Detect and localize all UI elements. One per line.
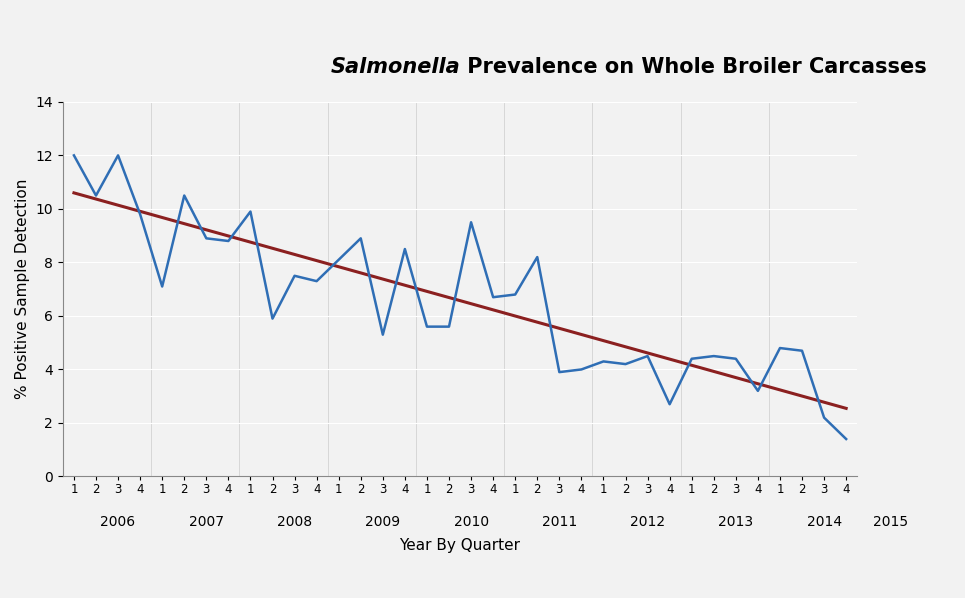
Text: 2015: 2015 [872, 515, 908, 529]
Text: 2012: 2012 [630, 515, 665, 529]
Text: 2010: 2010 [454, 515, 488, 529]
Text: 2008: 2008 [277, 515, 312, 529]
Text: 2007: 2007 [189, 515, 224, 529]
X-axis label: Year By Quarter: Year By Quarter [400, 538, 520, 553]
Y-axis label: % Positive Sample Detection: % Positive Sample Detection [15, 179, 30, 399]
Text: 2014: 2014 [807, 515, 841, 529]
Text: 2011: 2011 [541, 515, 577, 529]
Text: 2009: 2009 [366, 515, 400, 529]
Text: Salmonella: Salmonella [330, 57, 460, 77]
Text: Prevalence on Whole Broiler Carcasses: Prevalence on Whole Broiler Carcasses [460, 57, 926, 77]
Text: 2006: 2006 [100, 515, 136, 529]
Text: 2013: 2013 [718, 515, 754, 529]
